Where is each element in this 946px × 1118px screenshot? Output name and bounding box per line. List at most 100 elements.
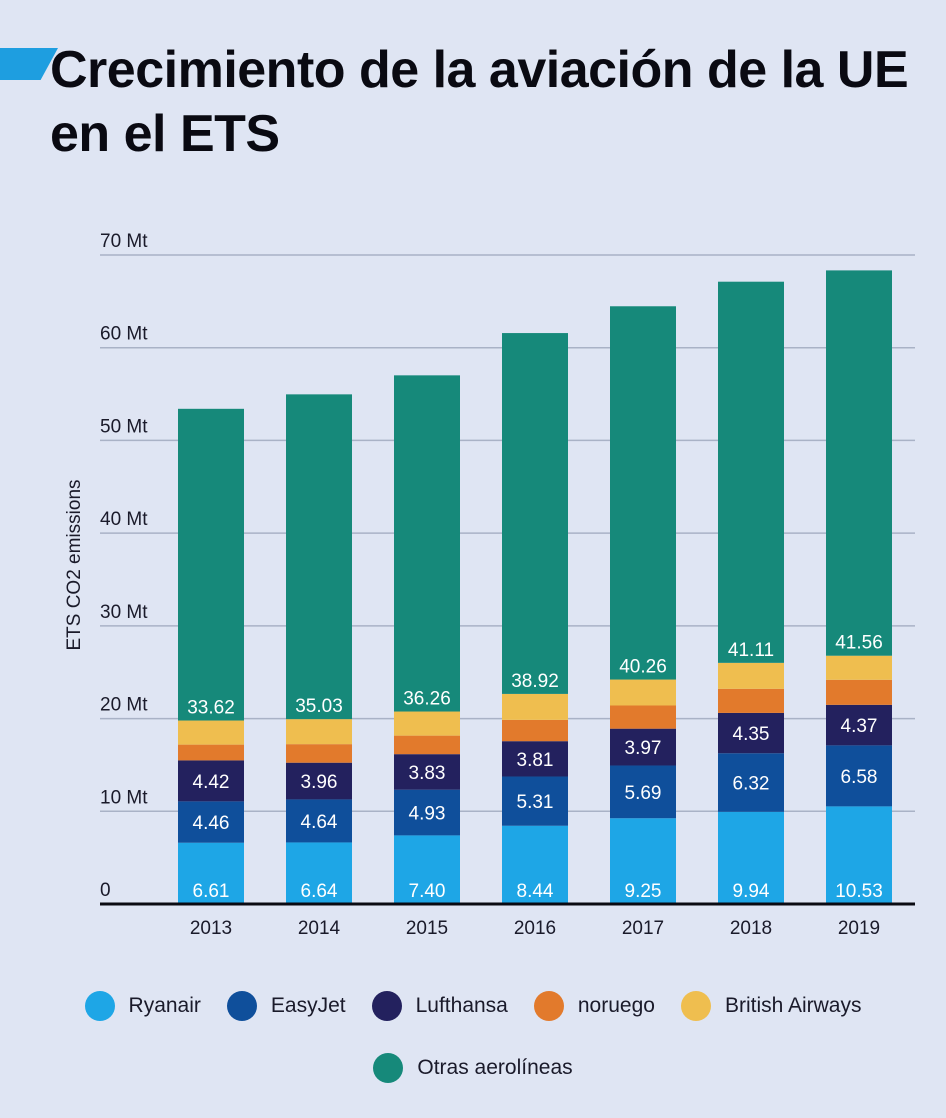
data-label: 4.42 xyxy=(193,772,230,793)
bar-segment-lufthansa xyxy=(286,762,352,800)
data-label: 4.64 xyxy=(301,812,338,833)
bar-segment-otras-aerolíneas xyxy=(610,306,676,680)
bar-segment-british-airways xyxy=(502,693,568,720)
chart-title: Crecimiento de la aviación de la UE en e… xyxy=(50,41,909,163)
bar-segment-easyjet xyxy=(502,776,568,826)
data-label: 6.64 xyxy=(301,881,338,902)
data-label: 5.69 xyxy=(625,783,662,804)
x-tick-label: 2019 xyxy=(838,918,880,939)
legend-item: British Airways xyxy=(680,991,862,1021)
data-label: 3.83 xyxy=(409,763,446,784)
bar-segment-noruego xyxy=(178,744,244,761)
x-tick-label: 2018 xyxy=(730,918,772,939)
data-label: 10.53 xyxy=(835,881,883,902)
data-label: 6.58 xyxy=(841,767,878,788)
legend-label: British Airways xyxy=(724,994,862,1017)
y-tick-label: 50 Mt xyxy=(100,416,148,437)
y-tick-label: 40 Mt xyxy=(100,509,148,530)
bar-segment-ryanair xyxy=(502,825,568,904)
bar-segment-ryanair xyxy=(826,806,892,904)
legend-item: Lufthansa xyxy=(371,991,508,1021)
x-tick-label: 2014 xyxy=(298,918,341,939)
bar-segment-ryanair xyxy=(286,842,352,904)
legend-swatch xyxy=(226,991,257,1021)
data-label: 4.46 xyxy=(193,813,230,834)
bar-segment-otras-aerolíneas xyxy=(718,281,784,663)
bar-segment-british-airways xyxy=(286,719,352,745)
legend-row: Ryanair EasyJet Lufthansa noruego British Ai… xyxy=(0,985,946,1027)
data-label: 6.32 xyxy=(733,774,770,795)
bar-segment-easyjet xyxy=(718,753,784,812)
bar-segment-easyjet xyxy=(286,799,352,843)
legend-label: Ryanair xyxy=(128,994,201,1017)
bar-segment-otras-aerolíneas xyxy=(502,333,568,694)
x-tick-label: 2015 xyxy=(406,918,448,939)
data-label: 6.61 xyxy=(193,881,230,902)
bar-segment-easyjet xyxy=(178,801,244,843)
bar-segment-british-airways xyxy=(610,679,676,706)
bar-segment-otras-aerolíneas xyxy=(826,270,892,656)
data-label: 9.94 xyxy=(733,881,770,902)
legend-row: Otras aerolíneas xyxy=(0,1047,946,1089)
legend-item: Otras aerolíneas xyxy=(373,1053,573,1083)
bar-segment-noruego xyxy=(826,679,892,705)
y-tick-label: 60 Mt xyxy=(100,324,148,345)
bar-segment-british-airways xyxy=(394,711,460,736)
data-label: 7.40 xyxy=(409,881,446,902)
data-label: 33.62 xyxy=(187,698,235,719)
data-label: 41.11 xyxy=(728,640,774,661)
bar-segment-noruego xyxy=(394,735,460,755)
data-label: 38.92 xyxy=(511,671,559,692)
bar-segment-ryanair xyxy=(610,818,676,904)
y-axis-label: ETS CO2 emissions xyxy=(64,479,85,650)
data-label: 4.35 xyxy=(733,724,770,745)
legend-item: noruego xyxy=(533,991,655,1021)
x-tick-label: 2013 xyxy=(190,918,232,939)
bar-segment-ryanair xyxy=(178,842,244,904)
stacked-bar-chart: 0 10 Mt 20 Mt 30 Mt 40 Mt 50 Mt 60 Mt 70 Mt ETS … xyxy=(64,231,915,939)
legend-swatch xyxy=(680,991,711,1021)
data-label: 40.26 xyxy=(619,657,667,678)
legend-item: Ryanair xyxy=(84,991,201,1021)
bar-segment-otras-aerolíneas xyxy=(178,408,244,721)
data-label: 41.56 xyxy=(835,633,883,654)
legend-swatch xyxy=(373,1053,404,1083)
bar-segment-otras-aerolíneas xyxy=(286,394,352,720)
bar-segment-noruego xyxy=(502,719,568,742)
y-tick-label: 0 xyxy=(100,880,111,901)
bar-segment-easyjet xyxy=(394,789,460,836)
legend-swatch xyxy=(84,991,115,1021)
data-label: 3.96 xyxy=(301,772,338,793)
data-label: 8.44 xyxy=(517,881,554,902)
bar-segment-lufthansa xyxy=(826,704,892,746)
bar-segment-noruego xyxy=(286,744,352,763)
legend-swatch xyxy=(533,991,564,1021)
y-tick-label: 20 Mt xyxy=(100,695,148,716)
bar-segment-ryanair xyxy=(394,835,460,904)
bar-segment-lufthansa xyxy=(394,754,460,790)
y-tick-label: 10 Mt xyxy=(100,787,148,808)
bar-segment-easyjet xyxy=(826,745,892,807)
x-tick-label: 2017 xyxy=(622,918,664,939)
x-tick-label: 2016 xyxy=(514,918,556,939)
bar-segment-lufthansa xyxy=(502,741,568,777)
data-label: 5.31 xyxy=(517,792,554,813)
legend-label: Lufthansa xyxy=(415,994,508,1017)
bar-segment-noruego xyxy=(610,705,676,729)
data-label: 9.25 xyxy=(625,881,662,902)
y-tick-label: 70 Mt xyxy=(100,231,148,252)
legend-item: EasyJet xyxy=(226,991,346,1021)
bar-segment-british-airways xyxy=(826,655,892,680)
data-label: 4.93 xyxy=(409,804,446,825)
chart-legend: Ryanair EasyJet Lufthansa noruego British Ai… xyxy=(0,985,946,1109)
legend-swatch xyxy=(371,991,402,1021)
bar-segment-easyjet xyxy=(610,765,676,819)
y-tick-label: 30 Mt xyxy=(100,602,148,623)
bar-segment-british-airways xyxy=(178,720,244,745)
bar-segment-lufthansa xyxy=(610,728,676,766)
bar-segment-noruego xyxy=(718,688,784,713)
bar-segment-ryanair xyxy=(718,811,784,904)
bar-segment-british-airways xyxy=(718,662,784,689)
bar-segment-otras-aerolíneas xyxy=(394,375,460,712)
data-label: 3.81 xyxy=(517,750,554,771)
